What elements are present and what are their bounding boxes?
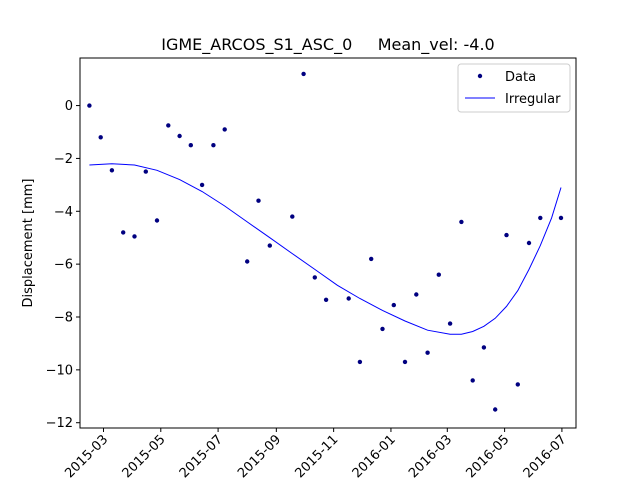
x-tick-label: 2016-05 (463, 432, 512, 480)
irregular-line (89, 163, 562, 335)
plot-frame (79, 57, 577, 429)
data-point (323, 297, 329, 302)
legend-box (457, 63, 571, 113)
data-point (391, 302, 396, 308)
data-point (369, 256, 374, 262)
data-point (558, 215, 564, 221)
x-tick-label: 2015-09 (235, 432, 284, 480)
data-point (470, 378, 475, 383)
x-tick-label: 2015-03 (62, 432, 111, 480)
data-point (154, 218, 160, 223)
data-point (493, 407, 498, 412)
legend: Data Irregular (457, 63, 571, 113)
data-point (312, 275, 317, 280)
data-point (177, 133, 182, 139)
data-point (425, 350, 430, 355)
y-axis-label: Displacement [mm] (21, 179, 36, 308)
chart-title: IGME_ARCOS_S1_ASC_0 Mean_vel: -4.0 (161, 35, 494, 55)
y-tick-label: −12 (46, 416, 73, 431)
data-point (109, 168, 115, 173)
data-point (290, 214, 295, 219)
y-tick-label: −10 (46, 363, 73, 378)
y-axis: 0 −2 −4 −6 −8 −10 −12 (46, 99, 80, 431)
data-point (199, 182, 205, 188)
data-point (481, 345, 487, 350)
x-tick-label: 2016-07 (521, 432, 570, 480)
data-point (380, 326, 385, 332)
x-tick-label: 2015-11 (292, 432, 341, 480)
data-point (538, 215, 543, 221)
data-point (436, 272, 441, 277)
legend-data-label: Data (505, 70, 536, 85)
data-point (256, 198, 261, 203)
data-point (402, 359, 408, 365)
y-tick-label: −6 (54, 258, 73, 273)
data-point (526, 240, 532, 246)
data-point (301, 71, 306, 77)
x-tick-label: 2016-01 (350, 432, 399, 480)
y-tick-label: 0 (65, 99, 73, 114)
y-tick-label: −8 (54, 311, 73, 326)
legend-irregular-label: Irregular (505, 92, 561, 107)
y-tick-label: −4 (54, 205, 73, 220)
data-point (222, 127, 227, 132)
legend-data-marker (477, 73, 483, 79)
data-point (245, 259, 250, 264)
data-point (143, 169, 148, 174)
data-point (267, 243, 272, 248)
data-point (357, 359, 363, 365)
y-tick-label: −2 (54, 152, 73, 167)
data-point (87, 103, 92, 108)
data-point (98, 135, 103, 140)
data-point (211, 143, 216, 148)
data-point (188, 143, 193, 148)
plot-area: 2015-03 2015-05 2015-07 2015-09 2015-11 2016-… (46, 57, 577, 480)
data-point (121, 230, 126, 235)
x-tick-label: 2016-03 (406, 432, 455, 480)
data-point (447, 321, 453, 326)
data-point (459, 219, 464, 225)
data-point (504, 232, 509, 238)
data-point (346, 296, 351, 301)
x-axis: 2015-03 2015-05 2015-07 2015-09 2015-11 2016-… (62, 428, 570, 480)
series-layer (87, 71, 564, 412)
x-tick-label: 2015-05 (120, 432, 169, 480)
data-point (166, 123, 171, 128)
data-point (414, 292, 419, 297)
x-tick-label: 2015-07 (177, 432, 226, 480)
data-point (132, 234, 137, 239)
data-point (515, 382, 520, 387)
